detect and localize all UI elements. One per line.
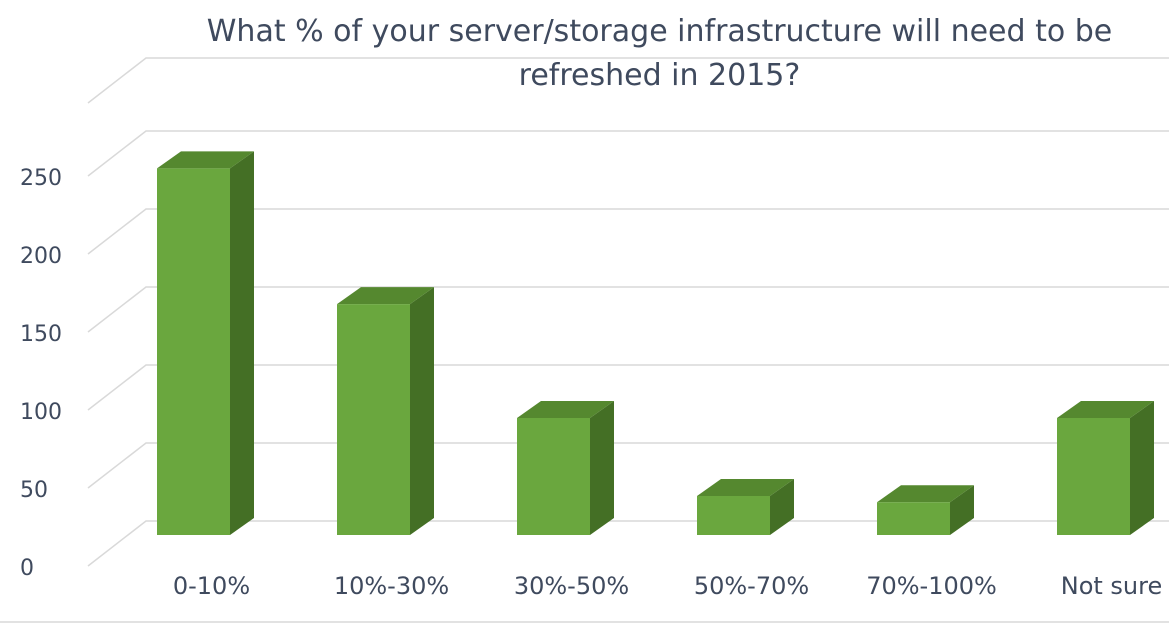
y-tick-label: 0	[20, 556, 34, 581]
x-tick-label: 30%-50%	[514, 572, 629, 600]
y-axis-ticks: 0 50 100 150 200 250	[20, 166, 62, 581]
bar-70%-100%	[877, 485, 974, 535]
bars	[157, 151, 1154, 535]
bar-top	[157, 151, 254, 169]
y-tick-label: 200	[20, 244, 62, 269]
bar-front	[877, 502, 950, 535]
gridline	[87, 57, 1169, 104]
bar-side	[950, 485, 974, 535]
bar-50%-70%	[697, 479, 794, 535]
x-tick-label: Not sure	[1061, 572, 1163, 600]
bar-30%-50%	[517, 401, 614, 535]
x-axis-labels: 0-10% 10%-30% 30%-50% 50%-70% 70%-100% Not su…	[173, 572, 1162, 600]
bar-front	[157, 168, 230, 535]
bar-side	[230, 151, 254, 535]
bar-top	[337, 287, 434, 305]
bar-side	[1130, 401, 1154, 535]
bar-top	[1057, 401, 1154, 418]
chart-title-line-1: What % of your server/storage infrastruc…	[206, 14, 1113, 49]
gridline	[87, 286, 1169, 333]
bar-0-10%	[157, 151, 254, 535]
bar-side	[410, 287, 434, 535]
x-tick-label: 70%-100%	[866, 572, 997, 600]
bar-front	[517, 418, 590, 535]
x-tick-label: 0-10%	[173, 572, 250, 600]
bar-top	[877, 485, 974, 503]
chart-title-line-2: refreshed in 2015?	[518, 58, 801, 93]
bar-Not sure	[1057, 401, 1154, 535]
bar-top	[517, 401, 614, 418]
x-tick-label: 10%-30%	[334, 572, 449, 600]
bar-10%-30%	[337, 287, 434, 535]
gridline	[87, 520, 1169, 567]
y-tick-label: 250	[20, 166, 62, 191]
bar-front	[337, 304, 410, 535]
chart-title: What % of your server/storage infrastruc…	[150, 10, 1169, 98]
bar-front	[1057, 418, 1130, 535]
gridline	[87, 442, 1169, 489]
y-tick-label: 50	[20, 478, 48, 503]
y-tick-label: 150	[20, 322, 62, 347]
gridline	[87, 130, 1169, 177]
gridlines	[0, 57, 1169, 623]
bar-front	[697, 496, 770, 535]
bar-side	[770, 479, 794, 535]
bar-side	[590, 401, 614, 535]
x-tick-label: 50%-70%	[694, 572, 809, 600]
y-tick-label: 100	[20, 400, 62, 425]
bar-top	[697, 479, 794, 496]
gridline	[87, 208, 1169, 255]
gridline	[87, 364, 1169, 411]
